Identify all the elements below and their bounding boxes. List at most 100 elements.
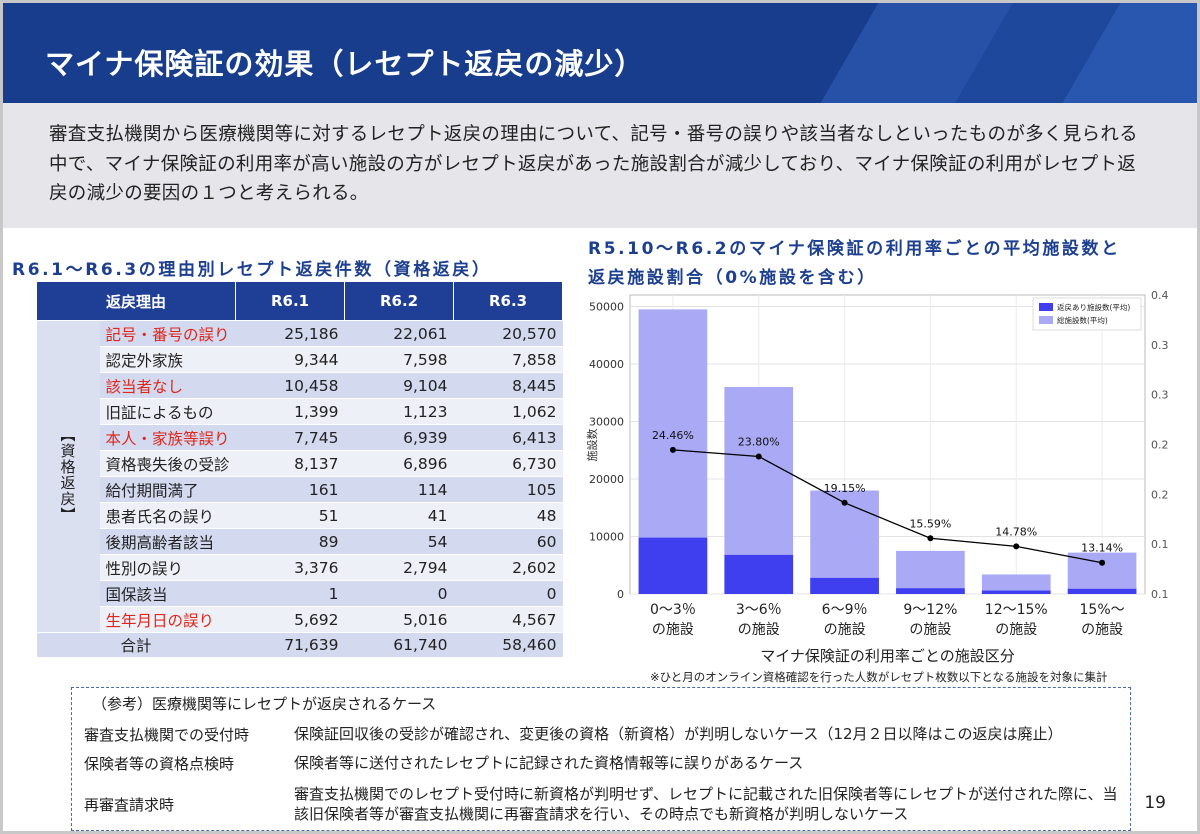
r63-cell: 6,730 — [453, 450, 563, 477]
legend-label-total: 総施設数(平均) — [1057, 315, 1108, 325]
r63-cell: 7,858 — [453, 346, 563, 373]
ratio-label: 24.46% — [652, 429, 694, 442]
x-tick-label: の施設 — [652, 622, 694, 638]
reason-cell: 国保該当 — [99, 580, 236, 607]
r62-cell: 7,598 — [344, 346, 454, 373]
x-tick-label: の施設 — [1081, 622, 1123, 638]
x-tick-label: の施設 — [909, 622, 951, 638]
r61-cell: 3,376 — [235, 554, 345, 581]
y2-tick-label: 0.10 — [1151, 588, 1168, 601]
reason-cell: 該当者なし — [99, 372, 236, 399]
reason-cell: 記号・番号の誤り — [99, 320, 236, 347]
reason-table: 返戻理由 R6.1 R6.2 R6.3 【資格返戻】 記号・番号の誤り 25,186… — [35, 281, 564, 657]
x-tick-label: 15%～ — [1080, 602, 1125, 618]
r63-cell: 2,602 — [453, 554, 563, 581]
r62-cell: 41 — [344, 502, 454, 529]
returned-bar — [1067, 588, 1137, 594]
total-label: 合計 — [36, 632, 236, 657]
page-title: マイナ保険証の効果（レセプト返戻の減少） — [45, 47, 645, 81]
banner-decoration — [717, 3, 1197, 103]
r63-cell: 6,413 — [453, 424, 563, 451]
reason-cell: 給付期間満了 — [99, 476, 236, 503]
r61-cell: 7,745 — [235, 424, 345, 451]
page-number: 19 — [1144, 793, 1166, 813]
r63-cell: 60 — [453, 528, 563, 555]
table-row: 国保該当 1 0 0 — [37, 580, 563, 607]
y2-tick-label: 0.35 — [1151, 339, 1168, 352]
intro-text: 審査支払機関から医療機関等に対するレセプト返戻の理由について、記号・番号の誤りや… — [49, 124, 1138, 204]
table-row: 生年月日の誤り 5,692 5,016 4,567 — [37, 606, 563, 633]
r62-cell: 9,104 — [344, 372, 454, 399]
r63-cell: 8,445 — [453, 372, 563, 399]
chart-title-line1: R5.10～R6.2のマイナ保険証の利用率ごとの平均施設数と — [588, 239, 1121, 259]
r61-cell: 51 — [235, 502, 345, 529]
table-row: 患者氏名の誤り 51 41 48 — [37, 502, 563, 529]
y2-tick-label: 0.30 — [1151, 389, 1168, 402]
y-tick-label: 0 — [617, 588, 624, 601]
table-row: 給付期間満了 161 114 105 — [37, 476, 563, 503]
table-header-row: 返戻理由 R6.1 R6.2 R6.3 — [35, 281, 564, 321]
reference-key: 保険者等の資格点検時 — [84, 755, 235, 773]
y2-tick-label: 0.25 — [1151, 439, 1168, 452]
returned-bar — [810, 577, 879, 594]
y-tick-label: 50000 — [589, 301, 624, 314]
reference-key: 審査支払機関での受付時 — [84, 726, 250, 744]
returned-bar — [724, 554, 794, 594]
r63-cell: 4,567 — [453, 606, 563, 633]
facility-chart: 0 10000 20000 30000 40000 50000 0.10 0.15 0.20 0.… — [585, 290, 1168, 665]
r61-cell: 8,137 — [235, 450, 345, 477]
r61-cell: 89 — [235, 528, 345, 555]
ratio-label: 13.14% — [1081, 542, 1123, 555]
reference-value: 保険証回収後の受診が確認され、変更後の資格（新資格）が判明しないケース（12月２… — [294, 725, 1063, 743]
reference-value: 保険者等に送付されたレセプトに記録された資格情報等に誤りがあるケース — [294, 754, 804, 772]
total-bar — [896, 550, 965, 594]
header-r63: R6.3 — [453, 281, 564, 321]
r62-cell: 1,123 — [344, 398, 454, 425]
header-reason: 返戻理由 — [35, 281, 237, 321]
legend-label-returned: 返戻あり施設数(平均) — [1057, 302, 1130, 312]
table-row: 旧証によるもの 1,399 1,123 1,062 — [37, 398, 563, 425]
r62-cell: 0 — [344, 580, 454, 607]
ratio-point — [755, 453, 762, 460]
x-tick-label: 0～3％ — [650, 602, 696, 618]
x-axis-label: マイナ保険証の利用率ごとの施設区分 — [760, 647, 1015, 665]
r63-cell: 1,062 — [453, 398, 563, 425]
r61-cell: 1,399 — [235, 398, 345, 425]
reason-cell: 後期高齢者該当 — [99, 528, 236, 555]
header-r62: R6.2 — [344, 281, 455, 321]
title-banner: マイナ保険証の効果（レセプト返戻の減少） — [3, 3, 1197, 103]
x-tick-label: の施設 — [738, 622, 780, 638]
r61-cell: 161 — [235, 476, 345, 503]
ratio-point — [669, 446, 676, 453]
reason-cell: 資格喪失後の受診 — [99, 450, 236, 477]
reason-cell: 本人・家族等誤り — [99, 424, 236, 451]
total-r62-cell: 61,740 — [344, 632, 454, 657]
y2-tick-label: 0.40 — [1151, 290, 1168, 302]
r61-cell: 5,692 — [235, 606, 345, 633]
y-tick-label: 10000 — [589, 531, 624, 544]
plot-area — [629, 294, 1146, 595]
legend-swatch-total — [1039, 316, 1053, 324]
r62-cell: 22,061 — [344, 320, 454, 347]
reason-cell: 旧証によるもの — [99, 398, 236, 425]
r63-cell: 0 — [453, 580, 563, 607]
total-bar — [981, 574, 1051, 594]
reference-box: （参考）医療機関等にレセプトが返戻されるケース 審査支払機関での受付時 保険証回… — [71, 687, 1131, 831]
returned-bar — [981, 590, 1051, 594]
returned-bar — [638, 537, 708, 594]
r62-cell: 114 — [344, 476, 454, 503]
table-row: 【資格返戻】 記号・番号の誤り 25,186 22,061 20,570 — [36, 320, 563, 633]
ratio-point — [1099, 559, 1106, 566]
returned-bar — [896, 588, 965, 594]
intro-box: 審査支払機関から医療機関等に対するレセプト返戻の理由について、記号・番号の誤りや… — [3, 103, 1197, 228]
y-tick-label: 30000 — [589, 416, 624, 429]
chart-note: ※ひと月のオンライン資格確認を行った人数がレセプト枚数以下となる施設を対象に集計 — [650, 670, 1108, 684]
table-title: R6.1～R6.3の理由別レセプト返戻件数（資格返戻） — [12, 260, 492, 280]
r63-cell: 105 — [453, 476, 563, 503]
x-tick-label: 9～12% — [903, 602, 957, 618]
total-bar — [810, 490, 879, 594]
reference-key: 再審査請求時 — [84, 796, 175, 814]
r61-cell: 1 — [235, 580, 345, 607]
chart-title-line2: 返戻施設割合（0%施設を含む） — [588, 268, 877, 288]
table-row: 本人・家族等誤り 7,745 6,939 6,413 — [37, 424, 563, 451]
